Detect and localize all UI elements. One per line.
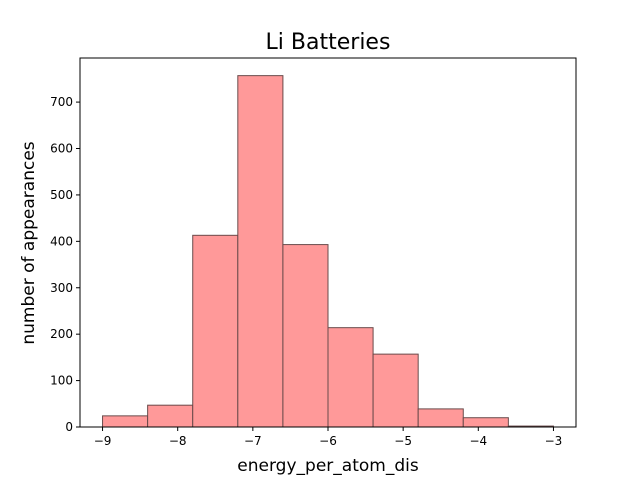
x-tick-label: −5	[394, 434, 412, 448]
histogram-bar	[102, 415, 149, 428]
chart-title: Li Batteries	[266, 30, 391, 55]
histogram-bar	[417, 408, 464, 428]
y-tick-label: 200	[50, 327, 73, 341]
histogram-bar	[147, 404, 194, 428]
y-tick-label: 100	[50, 374, 73, 388]
x-tick-label: −7	[244, 434, 262, 448]
y-tick-label: 400	[50, 234, 73, 248]
y-tick-label: 700	[50, 95, 73, 109]
y-tick-label: 500	[50, 188, 73, 202]
histogram-bar	[462, 417, 509, 428]
histogram-bar	[372, 353, 419, 428]
y-axis-label: number of appearances	[19, 141, 39, 344]
bars-group	[102, 75, 554, 428]
x-tick-label: −9	[94, 434, 112, 448]
y-tick-label: 0	[65, 420, 73, 434]
x-axis-ticks: −9 −8 −7 −6 −5 −4 −3	[94, 427, 563, 448]
y-tick-label: 600	[50, 142, 73, 156]
histogram-bar	[282, 244, 329, 428]
y-tick-label: 300	[50, 281, 73, 295]
y-axis-ticks: 0 100 200 300 400 500 600 700	[50, 95, 80, 434]
histogram-bar	[192, 234, 239, 428]
x-tick-label: −3	[545, 434, 563, 448]
x-tick-label: −6	[319, 434, 337, 448]
x-tick-label: −4	[469, 434, 487, 448]
histogram-bar	[237, 75, 284, 428]
x-tick-label: −8	[169, 434, 187, 448]
histogram-bar	[327, 327, 374, 428]
x-axis-label: energy_per_atom_dis	[237, 456, 419, 476]
